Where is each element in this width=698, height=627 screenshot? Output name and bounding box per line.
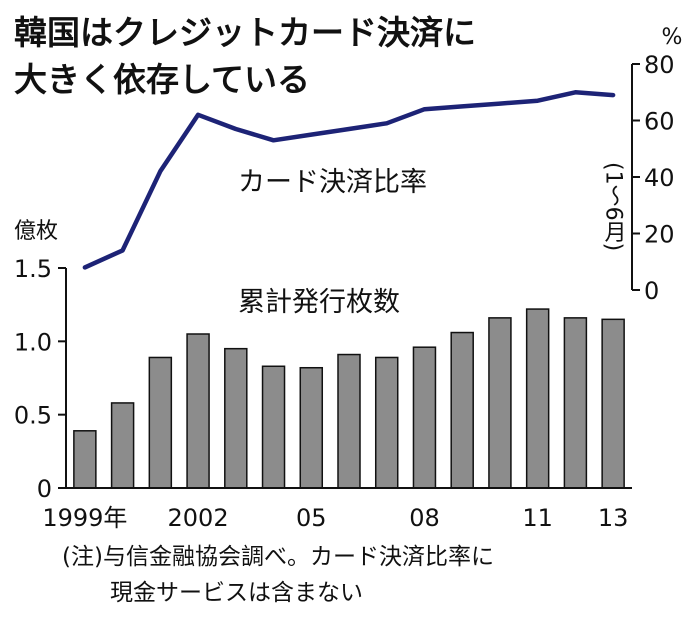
right-axis-tick-label: 0 — [644, 277, 659, 305]
left-axis-ticks: 0 0.5 1.0 1.5 — [14, 255, 66, 503]
note-line-1: (注)与信金融協会調べ。カード決済比率に — [62, 544, 494, 570]
bar-1999 — [74, 431, 96, 488]
period-annotation: (1〜6月) — [601, 162, 627, 251]
x-axis-tick-label: 05 — [296, 504, 327, 532]
right-axis-unit: % — [662, 25, 683, 50]
bar-2013 — [602, 319, 624, 488]
chart-title-line-1: 韓国はクレジットカード決済に — [14, 13, 476, 52]
bar-2000 — [112, 403, 134, 488]
bar-2004 — [263, 366, 285, 488]
x-axis-tick-label: 1999年 — [42, 504, 127, 532]
right-axis-tick-label: 20 — [644, 221, 675, 249]
period-annotation-text: (1〜6月) — [601, 162, 627, 251]
x-axis-ticks: 1999年 2002 05 08 11 13 — [42, 504, 628, 532]
line-series-label: カード決済比率 — [238, 167, 427, 198]
note-line-2: 現金サービスは含まない — [110, 580, 363, 606]
right-axis-ticks: 0 20 40 60 80 — [632, 51, 675, 305]
x-axis-tick-label: 11 — [522, 504, 553, 532]
bar-2008 — [413, 347, 435, 488]
left-axis-tick-label: 0 — [37, 475, 52, 503]
bar-2011 — [527, 309, 549, 488]
left-axis-tick-label: 0.5 — [14, 402, 52, 430]
bar-2001 — [149, 357, 171, 488]
x-axis-tick-label: 13 — [598, 504, 629, 532]
left-axis-tick-label: 1.5 — [14, 255, 52, 283]
bar-2010 — [489, 318, 511, 488]
bar-2009 — [451, 333, 473, 488]
bar-series — [74, 309, 624, 488]
bar-2005 — [300, 368, 322, 488]
x-axis-tick-label: 08 — [409, 504, 440, 532]
x-axis-tick-label: 2002 — [168, 504, 229, 532]
bar-series-label: 累計発行枚数 — [238, 287, 400, 318]
bar-2002 — [187, 334, 209, 488]
bar-2012 — [564, 318, 586, 488]
right-axis-tick-label: 60 — [644, 108, 675, 136]
right-axis-tick-label: 80 — [644, 51, 675, 79]
bar-2007 — [376, 357, 398, 488]
right-axis-tick-label: 40 — [644, 164, 675, 192]
bar-2003 — [225, 349, 247, 488]
bar-2006 — [338, 355, 360, 488]
left-axis-tick-label: 1.0 — [14, 328, 52, 356]
chart-title-line-2: 大きく依存している — [14, 60, 310, 99]
left-axis-unit: 億枚 — [14, 219, 58, 244]
